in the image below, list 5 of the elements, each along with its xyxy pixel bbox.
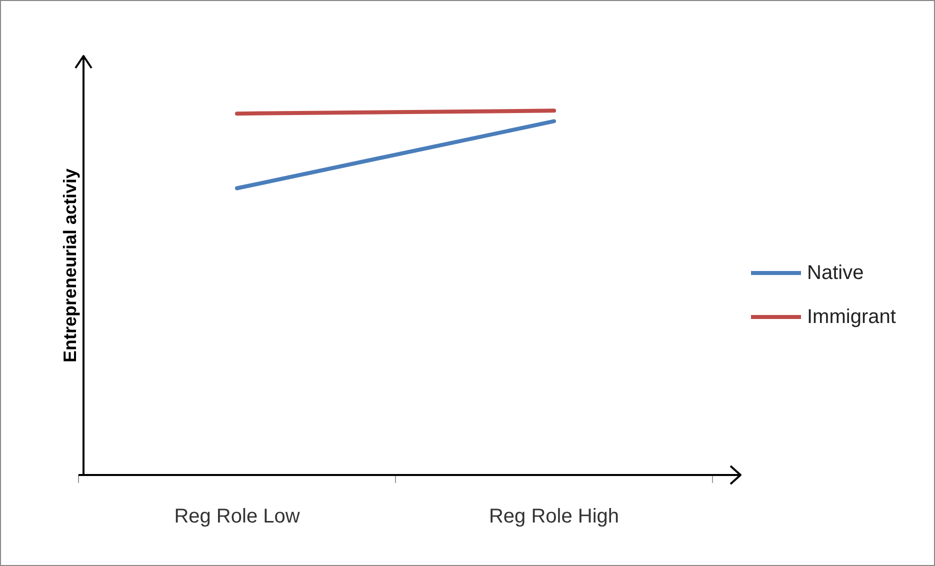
legend-label: Native: [807, 262, 864, 284]
y-axis-title: Entrepreneurial activiy: [60, 168, 80, 363]
x-tick-label: Reg Role Low: [174, 506, 300, 528]
legend-label: Immigrant: [807, 306, 896, 328]
x-tick-label: Reg Role High: [488, 506, 620, 528]
